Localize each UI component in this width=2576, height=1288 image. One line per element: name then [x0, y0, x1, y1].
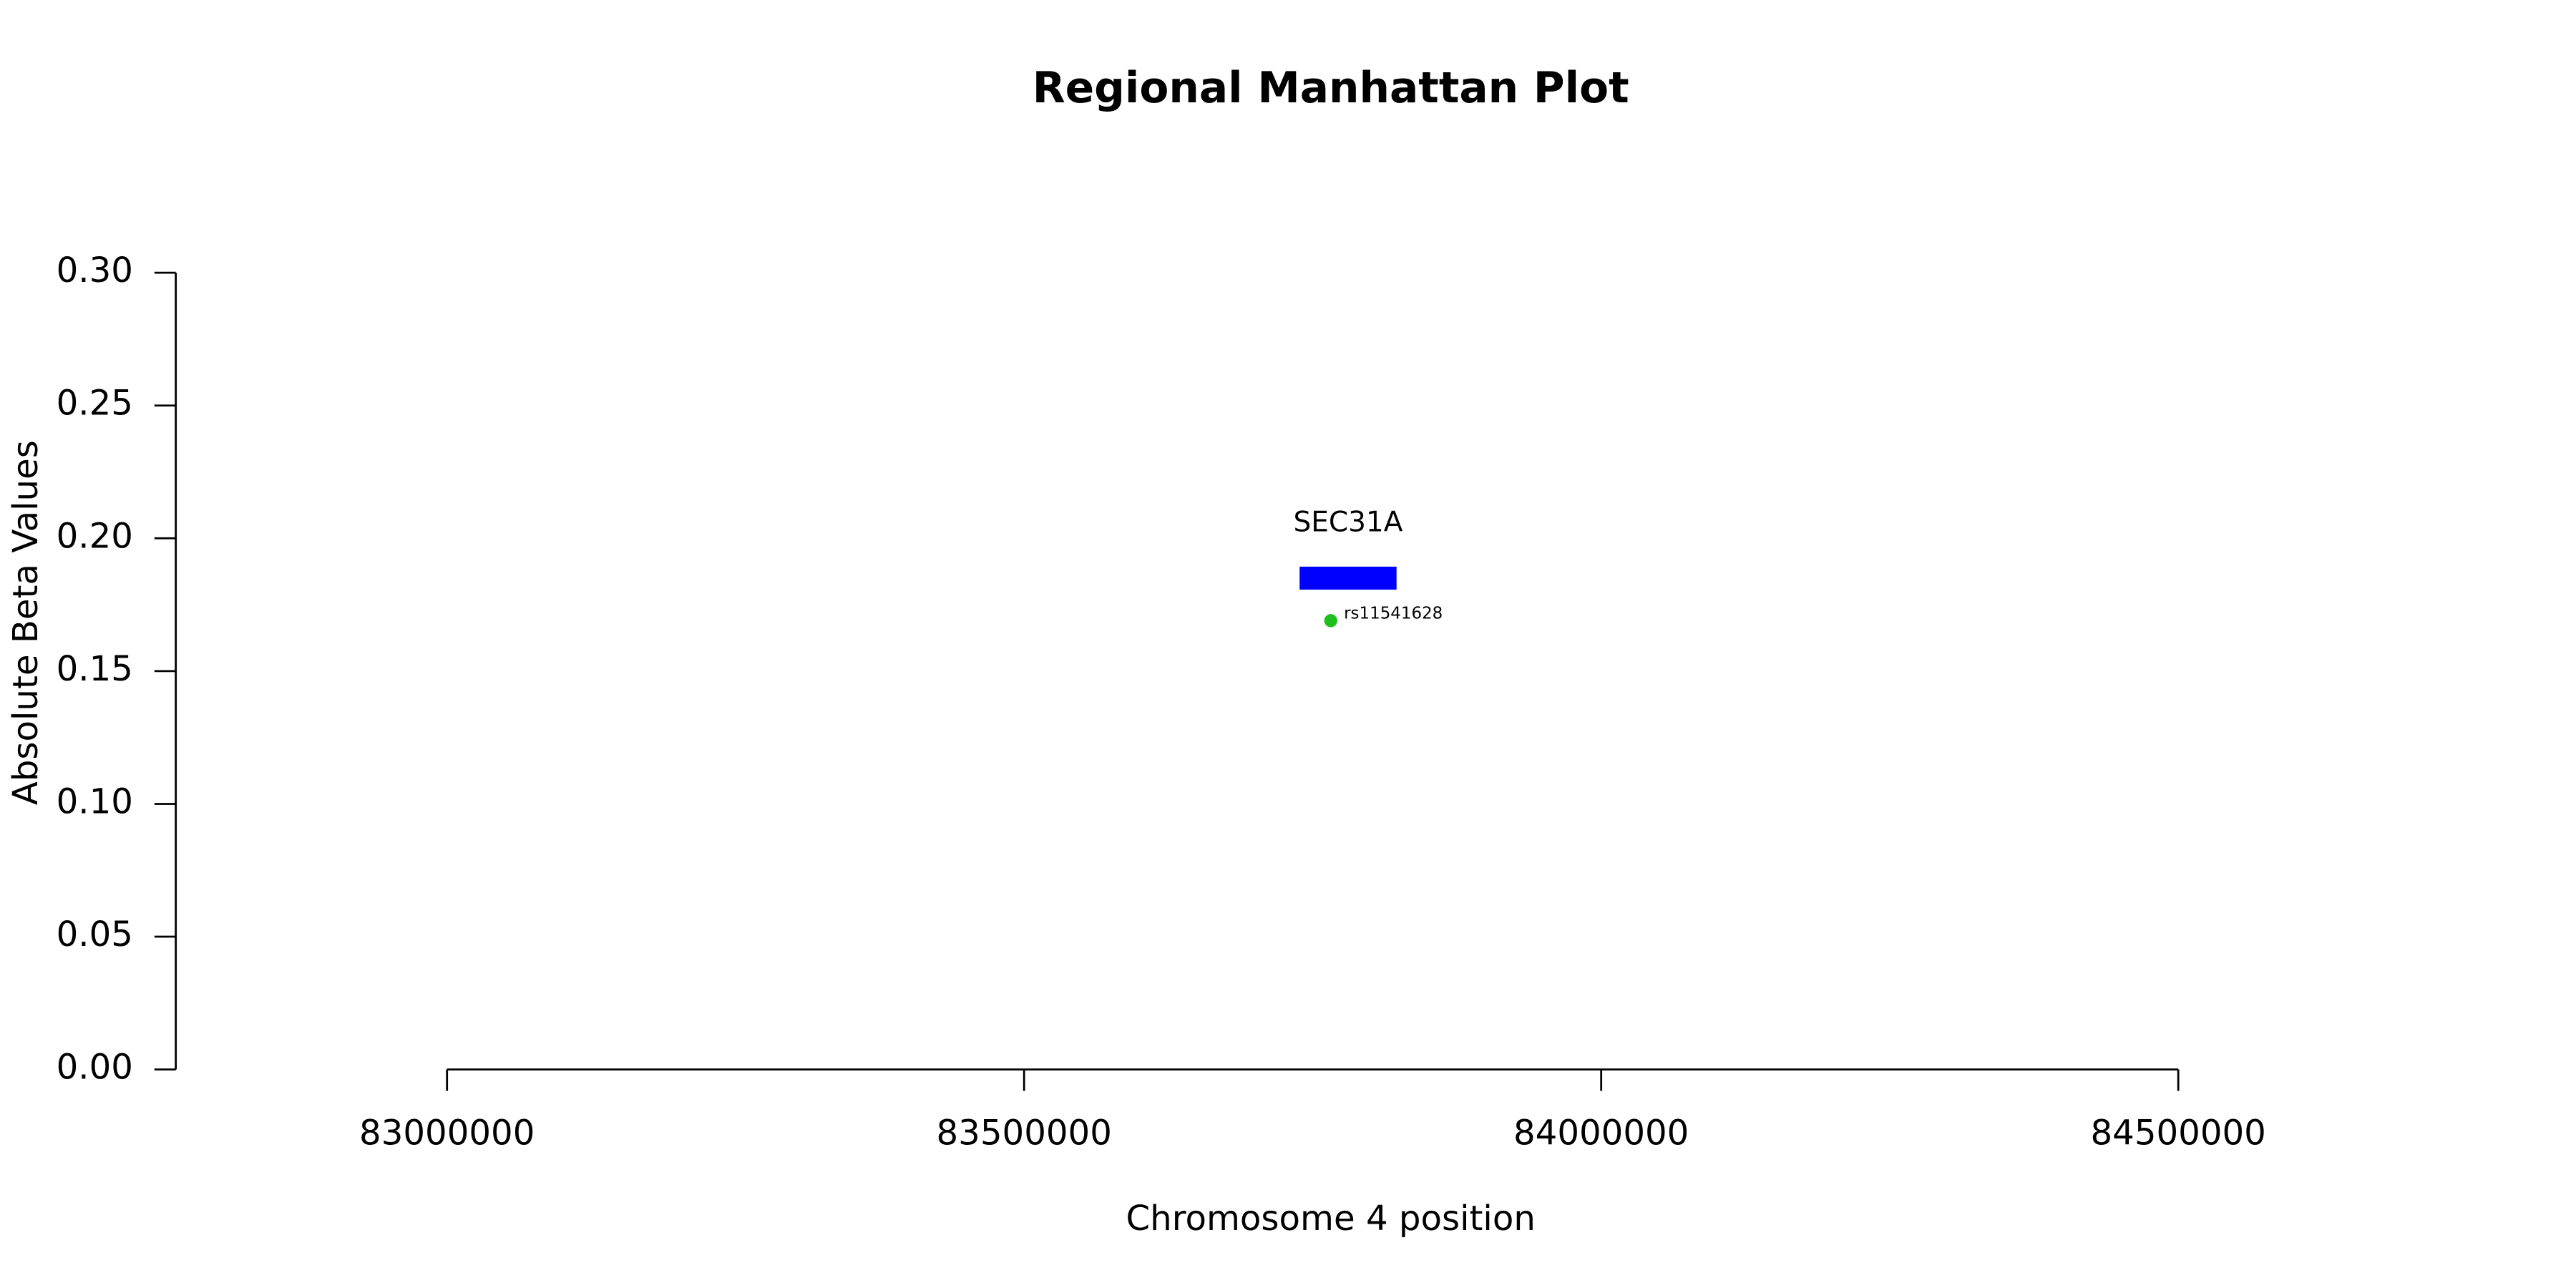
x-axis-label: Chromosome 4 position — [1126, 1199, 1536, 1239]
x-tick-label: 83000000 — [359, 1113, 535, 1153]
snp-point — [1324, 614, 1337, 628]
x-tick-label: 84000000 — [1513, 1113, 1689, 1153]
y-tick-label: 0.00 — [57, 1048, 133, 1088]
y-tick-label: 0.15 — [57, 649, 133, 689]
y-tick-label: 0.05 — [57, 914, 133, 955]
chart-title: Regional Manhattan Plot — [1033, 64, 1629, 113]
x-tick-label: 83500000 — [937, 1113, 1112, 1153]
y-tick-label: 0.20 — [57, 516, 133, 556]
gene-label: SEC31A — [1293, 507, 1402, 539]
x-tick-label: 84500000 — [2090, 1113, 2265, 1153]
y-tick-label: 0.10 — [57, 781, 133, 821]
snp-label: rs11541628 — [1344, 605, 1443, 623]
y-axis-label: Absolute Beta Values — [6, 440, 46, 805]
y-tick-label: 0.30 — [57, 250, 133, 291]
y-tick-label: 0.25 — [57, 384, 133, 424]
gene-bar — [1299, 566, 1397, 590]
